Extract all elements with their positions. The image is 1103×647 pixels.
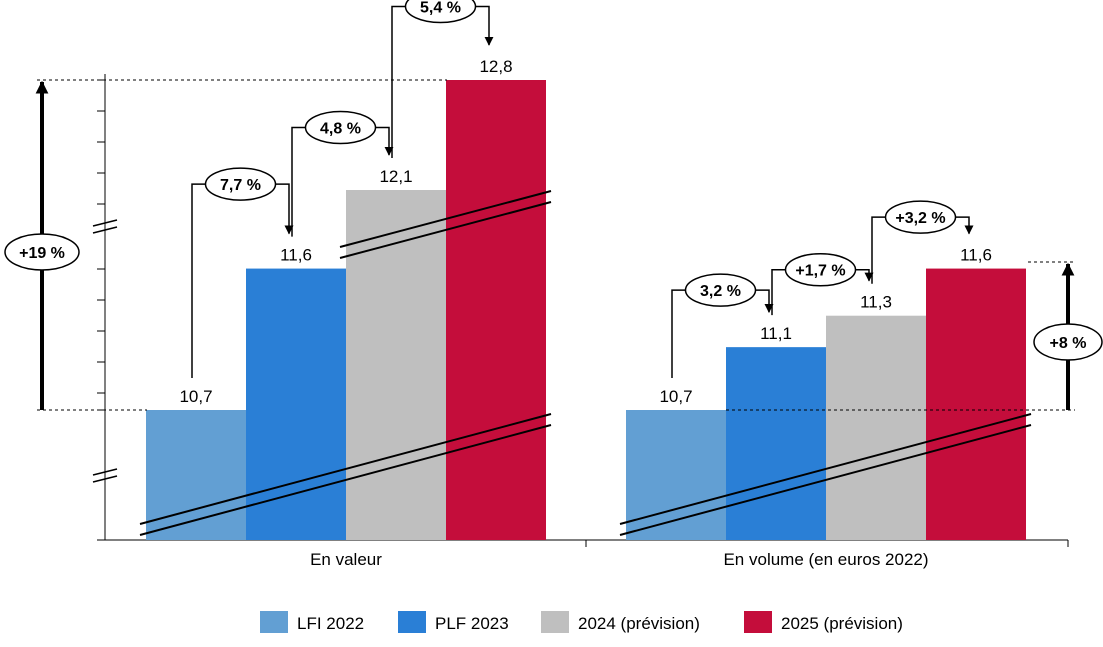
category-label-valeur: En valeur: [310, 550, 382, 569]
total-change-pill-volume: +8 %: [1033, 323, 1103, 361]
step-change-label: 3,2 %: [700, 283, 741, 300]
bar-value-label: 11,6: [280, 246, 312, 265]
legend-swatch: [260, 611, 288, 633]
legend-label: PLF 2023: [435, 614, 509, 633]
legend-label: LFI 2022: [297, 614, 364, 633]
step-change-label: +1,7 %: [795, 263, 845, 280]
legend: LFI 2022 PLF 2023 2024 (prévision) 2025 (pr…: [260, 611, 903, 633]
legend-label: 2024 (prévision): [578, 614, 700, 633]
y-axis-break-lower: [92, 468, 118, 483]
bar-break-lower-valeur: [139, 413, 552, 536]
step-change-connector: +1,7 %: [771, 252, 874, 316]
bar-valeur-1: [246, 268, 346, 540]
bar-value-label: 12,1: [379, 167, 412, 186]
step-change-label: 7,7 %: [220, 177, 261, 194]
bar-break-lower-volume: [619, 413, 1032, 536]
bar-value-label: 11,6: [960, 246, 992, 265]
y-axis-break-upper: [92, 219, 118, 234]
bar-break-upper-valeur: [339, 190, 552, 259]
bar-value-label: 10,7: [659, 387, 692, 406]
step-change-connector: 3,2 %: [671, 273, 774, 378]
step-change-connector: 4,8 %: [291, 110, 394, 237]
bar-value-label: 11,3: [860, 293, 892, 312]
legend-swatch: [398, 611, 426, 633]
step-change-connector: 7,7 %: [191, 167, 294, 378]
bar-valeur-2: [346, 190, 446, 540]
step-change-label: +3,2 %: [895, 210, 945, 227]
step-change-label: 5,4 %: [420, 0, 461, 17]
step-change-connector: +3,2 %: [871, 200, 974, 284]
bar-volume-1: [726, 347, 826, 540]
bar-value-label: 11,1: [760, 324, 792, 343]
bar-value-label: 10,7: [179, 387, 212, 406]
bar-volume-2: [826, 315, 926, 540]
total-change-pill-valeur: +19 %: [4, 233, 80, 271]
step-change-label: 4,8 %: [320, 121, 361, 138]
total-change-label-valeur: +19 %: [19, 245, 65, 262]
step-change-connector: 5,4 %: [391, 0, 494, 158]
legend-label: 2025 (prévision): [781, 614, 903, 633]
bar-value-label: 12,8: [479, 57, 512, 76]
category-label-volume: En volume (en euros 2022): [723, 550, 928, 569]
total-change-label-volume: +8 %: [1050, 335, 1087, 352]
legend-swatch: [744, 611, 772, 633]
bar-valeur-3: [446, 80, 546, 540]
legend-swatch: [541, 611, 569, 633]
bar-volume-3: [926, 268, 1026, 540]
y-axis-ticks: [97, 79, 105, 541]
